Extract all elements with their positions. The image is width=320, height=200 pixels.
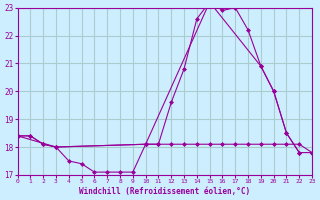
X-axis label: Windchill (Refroidissement éolien,°C): Windchill (Refroidissement éolien,°C) (79, 187, 250, 196)
